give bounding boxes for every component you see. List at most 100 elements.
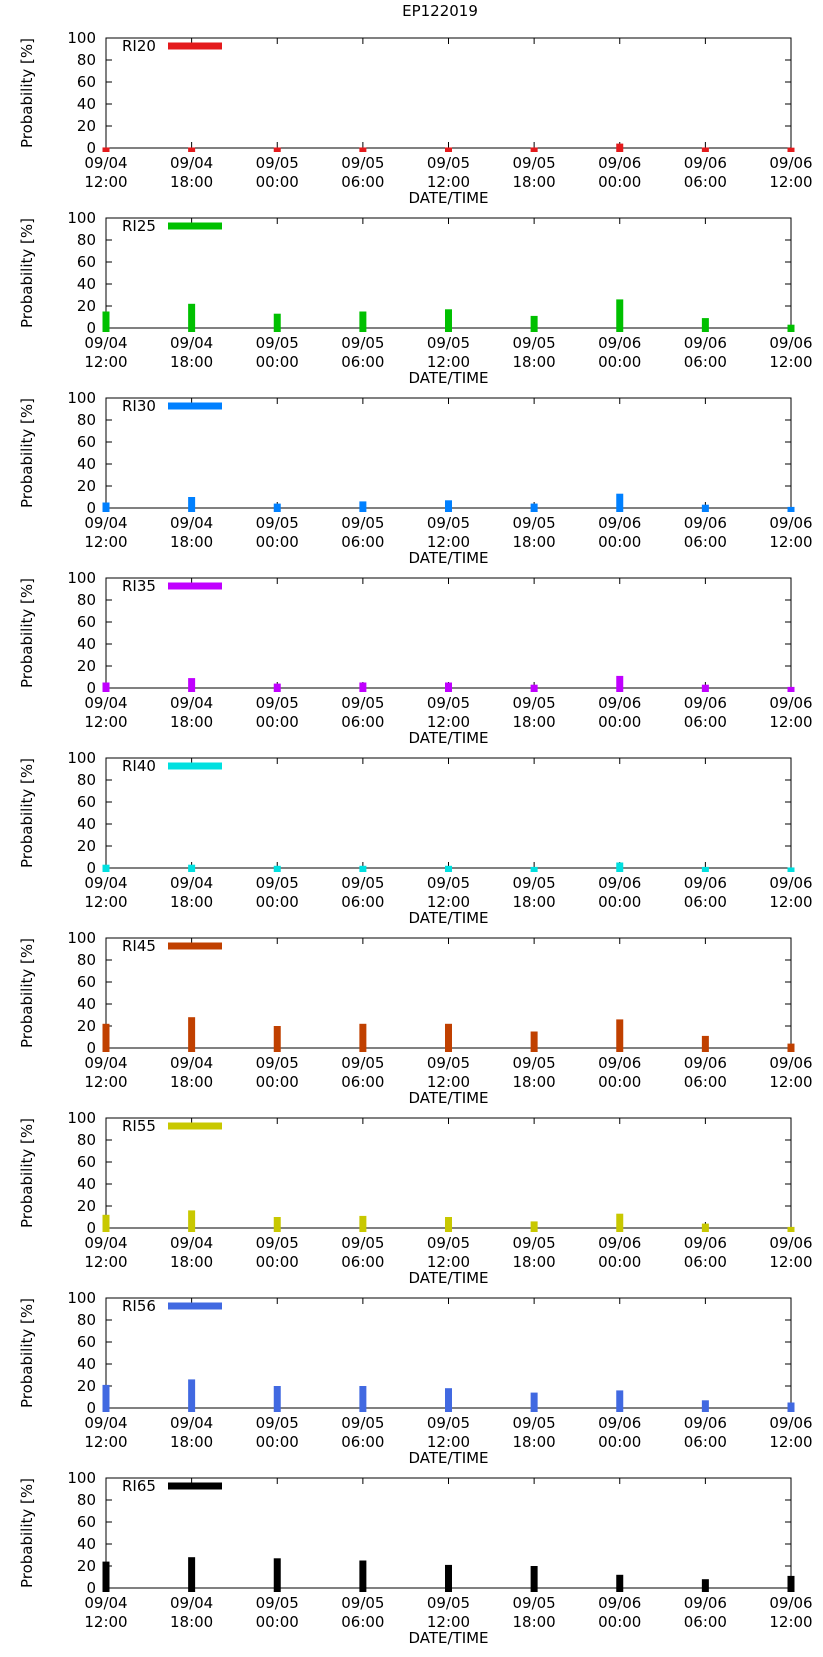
bar-ri40-6 xyxy=(616,862,624,872)
y-tick-label: 0 xyxy=(86,679,96,697)
x-tick-label: 09/05 12:00 xyxy=(427,694,470,731)
x-tick-label-date: 09/04 xyxy=(170,1594,213,1612)
x-tick-label-date: 09/05 xyxy=(427,694,470,712)
bar-ri20-6 xyxy=(616,143,624,152)
x-tick-label-time: 12:00 xyxy=(427,533,470,551)
x-tick-label: 09/05 00:00 xyxy=(256,694,299,731)
x-tick-label-time: 06:00 xyxy=(341,1073,384,1091)
x-tick-label: 09/04 18:00 xyxy=(170,514,213,551)
x-tick-label-time: 00:00 xyxy=(598,1073,641,1091)
x-tick-label-time: 12:00 xyxy=(427,173,470,191)
bar-ri40-4 xyxy=(445,865,452,872)
x-tick-label-time: 06:00 xyxy=(684,533,727,551)
x-tick-label-time: 12:00 xyxy=(427,713,470,731)
bar-ri20-1 xyxy=(188,147,196,152)
x-tick-label: 09/06 06:00 xyxy=(684,694,727,731)
x-tick-label-time: 06:00 xyxy=(341,893,384,911)
x-tick-label-time: 12:00 xyxy=(769,1613,812,1631)
x-tick-label: 09/04 12:00 xyxy=(84,334,127,371)
y-tick-label: 100 xyxy=(67,749,96,767)
bar-ri65-1 xyxy=(188,1557,196,1592)
y-axis-label: Probability [%] xyxy=(18,758,36,868)
x-tick-label-date: 09/04 xyxy=(170,874,213,892)
bar-ri30-3 xyxy=(359,501,367,512)
x-tick-label: 09/05 00:00 xyxy=(256,1594,299,1631)
x-tick-label-date: 09/04 xyxy=(170,334,213,352)
y-tick-label: 100 xyxy=(67,29,96,47)
y-tick-label: 60 xyxy=(77,433,96,451)
x-tick-label: 09/05 18:00 xyxy=(513,334,556,371)
x-tick-label-date: 09/05 xyxy=(341,694,384,712)
bar-ri45-5 xyxy=(530,1031,538,1052)
x-tick-label: 09/06 00:00 xyxy=(598,514,641,551)
bar-ri65-0 xyxy=(102,1561,110,1592)
x-tick-label: 09/04 12:00 xyxy=(84,1054,127,1091)
y-tick-label: 40 xyxy=(77,995,96,1013)
y-tick-label: 80 xyxy=(77,951,96,969)
x-tick-label-date: 09/06 xyxy=(684,1594,727,1612)
x-tick-label-time: 06:00 xyxy=(341,1433,384,1451)
x-tick-label-time: 18:00 xyxy=(513,1613,556,1631)
plot-frame xyxy=(105,397,792,509)
x-tick-label: 09/05 06:00 xyxy=(341,1234,384,1271)
x-tick-label: 09/04 12:00 xyxy=(84,1234,127,1271)
bar-ri30-4 xyxy=(445,500,452,512)
bar-ri25-4 xyxy=(445,309,452,332)
y-tick-label: 40 xyxy=(77,815,96,833)
bar-ri25-7 xyxy=(701,318,709,332)
x-tick-label-time: 00:00 xyxy=(598,1253,641,1271)
x-tick-label-date: 09/06 xyxy=(769,1594,812,1612)
x-tick-label-time: 00:00 xyxy=(256,893,299,911)
y-tick-label: 60 xyxy=(77,1153,96,1171)
bar-ri56-7 xyxy=(701,1400,709,1412)
bar-ri56-0 xyxy=(102,1384,110,1412)
x-tick-label: 09/05 06:00 xyxy=(341,1054,384,1091)
bar-ri45-4 xyxy=(445,1023,452,1052)
legend-label: RI40 xyxy=(122,757,156,775)
y-tick-label: 40 xyxy=(77,95,96,113)
bar-ri25-0 xyxy=(102,311,110,332)
bar-ri30-8 xyxy=(787,506,795,512)
x-tick-label-date: 09/04 xyxy=(170,694,213,712)
x-tick-label: 09/06 12:00 xyxy=(769,1234,812,1271)
y-tick-label: 60 xyxy=(77,253,96,271)
x-tick-label-date: 09/06 xyxy=(684,1414,727,1432)
x-tick-label-date: 09/05 xyxy=(341,334,384,352)
x-tick-label-date: 09/06 xyxy=(598,694,641,712)
x-tick-label-time: 12:00 xyxy=(769,533,812,551)
x-tick-label: 09/06 00:00 xyxy=(598,694,641,731)
bar-ri40-8 xyxy=(787,867,795,872)
y-tick-label: 40 xyxy=(77,1355,96,1373)
bar-ri56-6 xyxy=(616,1390,624,1412)
x-tick-label-time: 12:00 xyxy=(84,533,127,551)
x-tick-label: 09/05 00:00 xyxy=(256,514,299,551)
x-tick-label: 09/06 06:00 xyxy=(684,154,727,191)
y-tick-label: 100 xyxy=(67,929,96,947)
x-tick-label: 09/06 12:00 xyxy=(769,514,812,551)
x-tick-label-time: 12:00 xyxy=(427,1433,470,1451)
y-tick-label: 40 xyxy=(77,635,96,653)
x-tick-label-time: 06:00 xyxy=(684,173,727,191)
x-tick-label: 09/04 18:00 xyxy=(170,1594,213,1631)
y-tick-label: 40 xyxy=(77,455,96,473)
bar-ri35-0 xyxy=(102,682,110,692)
x-tick-label-date: 09/04 xyxy=(170,1414,213,1432)
x-tick-label-date: 09/06 xyxy=(769,154,812,172)
y-tick-label: 0 xyxy=(86,1579,96,1597)
x-tick-label-time: 12:00 xyxy=(769,713,812,731)
x-tick-label-date: 09/05 xyxy=(256,1234,299,1252)
x-tick-label-time: 00:00 xyxy=(256,173,299,191)
x-tick-label-date: 09/06 xyxy=(684,1054,727,1072)
x-tick-label-date: 09/04 xyxy=(84,334,127,352)
x-tick-label-date: 09/06 xyxy=(598,154,641,172)
bar-ri40-0 xyxy=(102,864,110,872)
x-tick-label: 09/05 18:00 xyxy=(513,1234,556,1271)
x-tick-label-time: 18:00 xyxy=(170,1613,213,1631)
bar-ri55-5 xyxy=(530,1221,538,1232)
x-tick-label: 09/06 00:00 xyxy=(598,334,641,371)
x-tick-label: 09/05 18:00 xyxy=(513,1414,556,1451)
x-tick-label-date: 09/05 xyxy=(427,334,470,352)
x-tick-label-date: 09/06 xyxy=(769,1234,812,1252)
